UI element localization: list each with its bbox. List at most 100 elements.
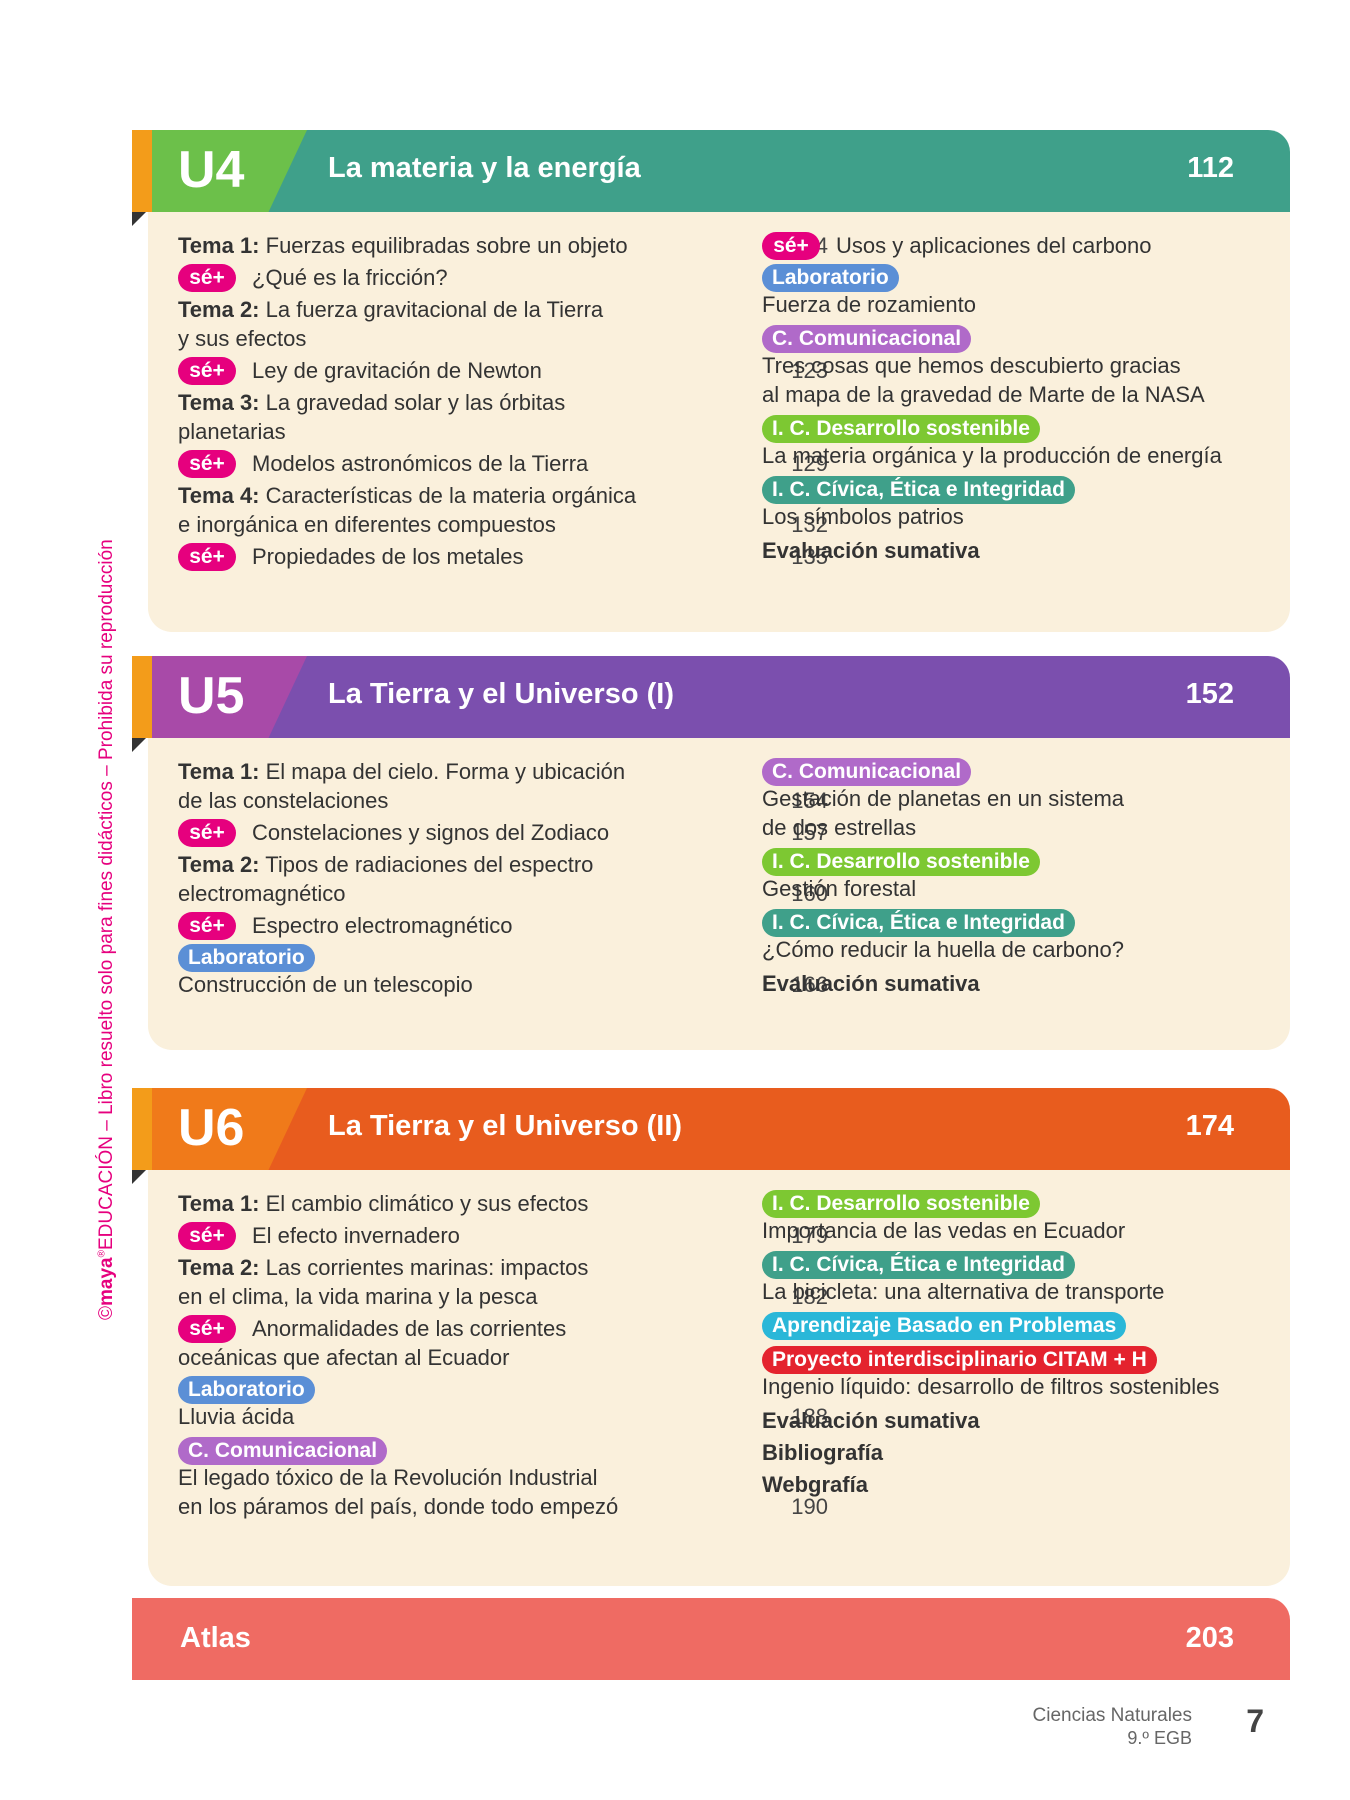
toc-entry-text[interactable]: El legado tóxico de la Revolución Indust…	[178, 1465, 598, 1490]
toc-entry-text[interactable]: Anormalidades de las corrientes	[252, 1316, 567, 1341]
toc-page-number: 166	[791, 972, 828, 997]
toc-entry-text[interactable]: Importancia de las vedas en Ecuador	[762, 1218, 1126, 1243]
toc-entry-text[interactable]: Ingenio líquido: desarrollo de filtros s…	[762, 1374, 1220, 1399]
toc-entry-text[interactable]: Usos y aplicaciones del carbono	[836, 233, 1152, 258]
se-mas-badge: sé+	[178, 264, 236, 292]
header-fold	[132, 212, 146, 226]
toc-entry-text[interactable]: Tema 1: El mapa del cielo. Forma y ubica…	[178, 759, 626, 784]
toc-entry-text-cont[interactable]: de las constelaciones	[178, 788, 389, 813]
unit-title: La Tierra y el Universo (I)	[328, 678, 674, 710]
section-badge: Laboratorio	[178, 944, 315, 972]
section-badge: Aprendizaje Basado en Problemas	[762, 1312, 1127, 1340]
unit-section-u4: Tema 1: Fuerzas equilibradas sobre un ob…	[132, 130, 1290, 632]
toc-entry-text[interactable]: Tema 1: El cambio climático y sus efecto…	[178, 1191, 589, 1216]
unit-page: 152	[1185, 678, 1234, 710]
se-mas-badge: sé+	[178, 1315, 236, 1343]
toc-entry-text[interactable]: Gestación de planetas en un sistema	[762, 786, 1125, 811]
unit-page: 174	[1185, 1110, 1234, 1142]
toc-entry-text[interactable]: Webgrafía	[762, 1471, 868, 1499]
toc-entry-text[interactable]: Modelos astronómicos de la Tierra	[252, 451, 589, 476]
header-fold	[132, 1170, 146, 1184]
toc-entry-text[interactable]: Tema 1: Fuerzas equilibradas sobre un ob…	[178, 233, 628, 258]
toc-entry-text[interactable]: La materia orgánica y la producción de e…	[762, 443, 1222, 468]
section-badge: Proyecto interdisciplinario CITAM + H	[762, 1346, 1157, 1374]
page-number: 7	[1246, 1703, 1264, 1739]
section-badge: C. Comunicacional	[762, 758, 972, 786]
toc-entry-text[interactable]: Tema 3: La gravedad solar y las órbitas	[178, 390, 566, 415]
unit-body: Tema 1: El cambio climático y sus efecto…	[148, 1170, 1290, 1586]
toc-entry-text[interactable]: Tema 4: Características de la materia or…	[178, 483, 637, 508]
unit-number: U5	[178, 667, 245, 725]
toc-entry-text[interactable]: Ley de gravitación de Newton	[252, 358, 542, 383]
toc-entry-label: Tema 1:	[178, 1191, 260, 1216]
toc-entry-text-cont[interactable]: al mapa de la gravedad de Marte de la NA…	[762, 382, 1205, 407]
unit-tab-accent	[132, 130, 152, 212]
toc-page-number: 135	[791, 544, 828, 569]
brand-name: maya	[96, 1257, 117, 1306]
section-badge: I. C. Cívica, Ética e Integridad	[762, 476, 1075, 504]
toc-entry-text[interactable]: Evaluación sumativa	[762, 1407, 980, 1435]
unit-page: 112	[1187, 152, 1234, 184]
toc-entry-text[interactable]: Los símbolos patrios	[762, 504, 964, 529]
toc-entry-text[interactable]: Construcción de un telescopio	[178, 972, 473, 997]
toc-page-number: 190	[791, 1494, 828, 1519]
toc-entry-text[interactable]: Tres cosas que hemos descubierto gracias	[762, 353, 1181, 378]
toc-entry-label: Tema 2:	[178, 297, 260, 322]
toc-entry-label: Tema 4:	[178, 483, 260, 508]
section-badge: Laboratorio	[178, 1376, 315, 1404]
side-note-text: EDUCACIÓN – Libro resuelto solo para fin…	[96, 539, 117, 1251]
unit-header[interactable]: U5 La Tierra y el Universo (I) 152	[132, 656, 1290, 738]
toc-entry-text[interactable]: Evaluación sumativa	[762, 970, 980, 998]
toc-page-number: 188	[791, 1404, 828, 1429]
toc-entry-text-cont[interactable]: de dos estrellas	[762, 815, 917, 840]
toc-entry-text-cont[interactable]: en el clima, la vida marina y la pesca	[178, 1284, 538, 1309]
toc-page-number: 154	[791, 788, 828, 813]
toc-entry-text[interactable]: Tema 2: Tipos de radiaciones del espectr…	[178, 852, 594, 877]
toc-entry-text[interactable]: Espectro electromagnético	[252, 913, 513, 938]
toc-entry-text[interactable]: Bibliografía	[762, 1439, 883, 1467]
toc-entry-text-cont[interactable]: y sus efectos	[178, 326, 307, 351]
toc-entry-text[interactable]: ¿Cómo reducir la huella de carbono?	[762, 937, 1124, 962]
toc-entry-text-cont[interactable]: e inorgánica en diferentes compuestos	[178, 512, 556, 537]
toc-entry-label: Evaluación sumativa	[762, 1408, 980, 1433]
section-badge: I. C. Desarrollo sostenible	[762, 415, 1040, 443]
toc-entry-text-cont[interactable]: planetarias	[178, 419, 286, 444]
toc-page-number: 182	[791, 1284, 828, 1309]
se-mas-badge: sé+	[178, 912, 236, 940]
toc-entry-text[interactable]: Tema 2: Las corrientes marinas: impactos	[178, 1255, 589, 1280]
toc-entry-text[interactable]: Fuerza de rozamiento	[762, 292, 976, 317]
toc-entry-text[interactable]: ¿Qué es la fricción?	[252, 265, 448, 290]
toc-entry-text[interactable]: Lluvia ácida	[178, 1404, 295, 1429]
unit-title: La Tierra y el Universo (II)	[328, 1110, 683, 1142]
header-fold	[132, 738, 146, 752]
toc-entry-label: Bibliografía	[762, 1440, 884, 1465]
toc-entry-text-cont[interactable]: electromagnético	[178, 881, 346, 906]
toc-page-number: 160	[791, 881, 828, 906]
atlas-title: Atlas	[180, 1622, 251, 1654]
footer-grade: 9.º EGB	[1127, 1728, 1192, 1748]
unit-body: Tema 1: El mapa del cielo. Forma y ubica…	[148, 738, 1290, 1050]
toc-entry-text[interactable]: La bicicleta: una alternativa de transpo…	[762, 1279, 1165, 1304]
toc-entry-text[interactable]: Evaluación sumativa	[762, 537, 980, 565]
atlas-header[interactable]: Atlas 203	[132, 1598, 1290, 1680]
se-mas-badge: sé+	[178, 543, 236, 571]
section-badge: C. Comunicacional	[762, 325, 972, 353]
toc-entry-label: Tema 1:	[178, 233, 260, 258]
section-badge: C. Comunicacional	[178, 1437, 388, 1465]
toc-entry-text[interactable]: Tema 2: La fuerza gravitacional de la Ti…	[178, 297, 604, 322]
toc-entry-text[interactable]: Gestión forestal	[762, 876, 917, 901]
atlas-page: 203	[1185, 1622, 1234, 1654]
toc-entry-text-cont[interactable]: oceánicas que afectan al Ecuador	[178, 1345, 510, 1370]
unit-header[interactable]: U6 La Tierra y el Universo (II) 174	[132, 1088, 1290, 1170]
toc-entry-text[interactable]: Propiedades de los metales	[252, 544, 524, 569]
toc-page-number: 129	[791, 451, 828, 476]
toc-entry-text[interactable]: Constelaciones y signos del Zodiaco	[252, 820, 610, 845]
unit-header[interactable]: U4 La materia y la energía 112	[132, 130, 1290, 212]
unit-body: Tema 1: Fuerzas equilibradas sobre un ob…	[148, 212, 1290, 632]
toc-entry-text-cont[interactable]: en los páramos del país, donde todo empe…	[178, 1494, 619, 1519]
section-badge: I. C. Cívica, Ética e Integridad	[762, 909, 1075, 937]
toc-entry-text[interactable]: El efecto invernadero	[252, 1223, 460, 1248]
toc-entry-label: Evaluación sumativa	[762, 971, 980, 996]
toc-entry-label: Tema 3:	[178, 390, 260, 415]
unit-section-u5: Tema 1: El mapa del cielo. Forma y ubica…	[132, 656, 1290, 1050]
